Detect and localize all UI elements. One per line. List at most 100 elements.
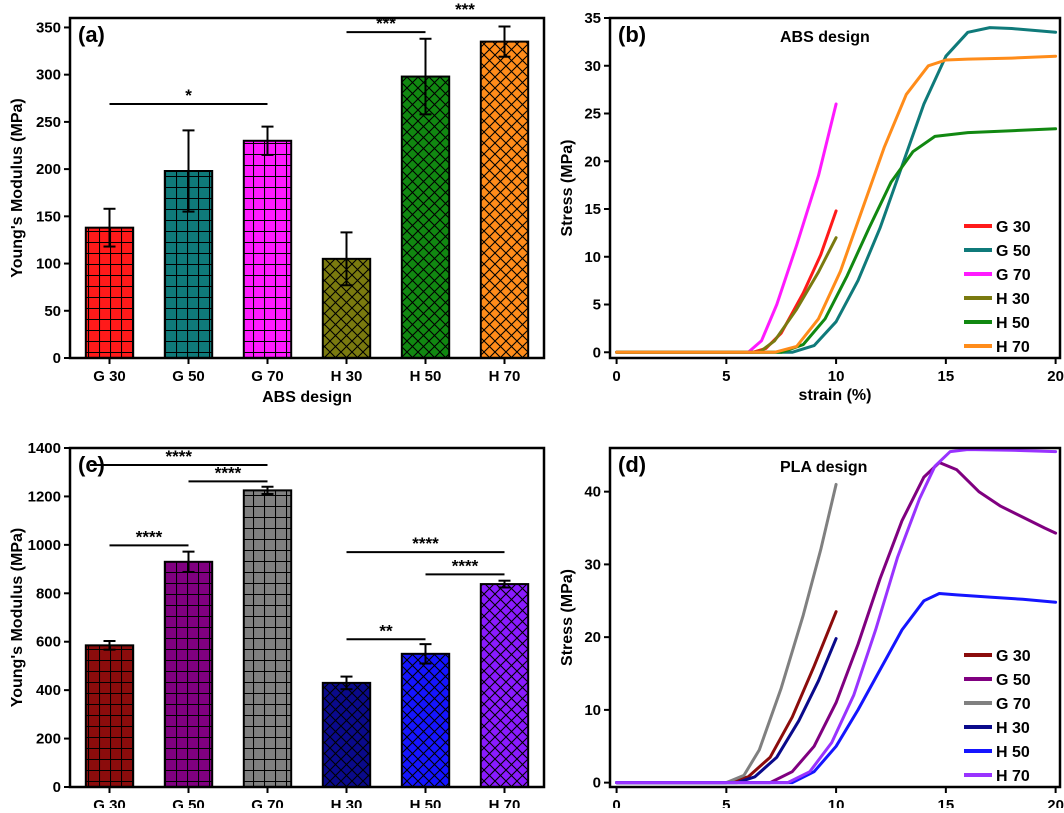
significance-bracket: *** [425,0,505,19]
error-bar [261,125,274,156]
x-tick-label: G 50 [172,797,205,808]
panel-label: (c) [78,452,105,477]
y-tick-label: 15 [584,201,601,218]
y-tick-label: 10 [584,702,601,719]
x-tick-label: 20 [1047,797,1064,808]
y-tick-label: 600 [36,634,61,651]
y-tick-label: 25 [584,106,601,123]
significance-bracket: **** [346,534,505,554]
x-tick-label: 10 [828,797,845,808]
x-tick-label: G 50 [172,368,205,385]
x-tick-label: 15 [938,797,955,808]
panel-label: (b) [618,22,646,47]
y-tick-label: 300 [36,67,61,84]
y-tick-label: 100 [36,256,61,273]
series-line-h50 [615,592,1058,785]
y-tick-label: 400 [36,682,61,699]
significance-label: **** [215,463,242,482]
bar-g70 [242,139,293,359]
y-tick-label: 0 [53,779,61,796]
x-tick-label: G 30 [93,797,126,808]
significance-label: * [185,86,192,105]
y-tick-label: 5 [593,297,601,314]
panel-b: 0 5 10 15 20 0 5 10 15 20 25 30 35 strain (%) Stress (… [559,10,1064,404]
y-tick-label: 30 [584,58,601,75]
error-bar [419,37,432,116]
y-tick-label: 30 [584,556,601,573]
significance-bracket: ** [346,621,426,641]
y-axis-title: Stress (MPa) [559,140,576,237]
x-axis-title: ABS design [262,389,352,406]
legend-item: G 70 [964,696,1031,713]
legend-item: G 50 [964,243,1031,260]
y-tick-label: 10 [584,249,601,266]
error-bar [498,25,511,58]
x-tick-label: 10 [828,368,845,385]
legend-item: G 70 [964,267,1031,284]
axis-frame [608,16,1062,360]
legend-label: G 50 [996,243,1031,260]
error-bar [103,639,116,651]
error-bar [340,675,353,691]
y-tick-label: 0 [593,344,601,361]
legend-label: G 50 [996,672,1031,689]
y-axis-title: Stress (MPa) [559,569,576,666]
axis-frame [608,446,1062,789]
legend-label: H 70 [996,768,1030,785]
error-bar [498,579,511,589]
x-tick-label: 0 [612,368,620,385]
significance-bracket: **** [109,527,189,547]
x-tick-label: 5 [722,368,730,385]
x-tick-label: 15 [938,368,955,385]
bar-g30 [84,226,135,359]
x-tick-label: H 70 [489,368,521,385]
legend-label: H 70 [996,339,1030,356]
significance-bracket: **** [90,447,268,466]
y-tick-label: 150 [36,208,61,225]
legend-item: H 70 [964,768,1030,785]
series-line-h50 [615,127,1058,354]
x-axis-title: strain (%) [799,387,872,404]
significance-bracket: **** [425,556,505,576]
bar-h50 [400,652,451,788]
x-tick-label: H 70 [489,797,521,808]
legend-item: H 30 [964,720,1030,737]
legend-item: G 50 [964,672,1031,689]
y-tick-label: 0 [53,350,61,367]
panel-label: (d) [618,452,646,477]
x-tick-label: H 30 [331,368,363,385]
y-tick-label: 1400 [28,440,61,457]
x-tick-label: G 70 [251,797,284,808]
y-tick-label: 1000 [28,537,61,554]
y-tick-label: 0 [593,775,601,792]
y-tick-label: 200 [36,731,61,748]
series-line-g50 [615,461,1058,785]
axis-frame [68,16,546,360]
legend-label: H 30 [996,720,1030,737]
series-line-g50 [615,26,1058,354]
legend-label: H 50 [996,744,1030,761]
series-line-g30 [615,209,838,354]
y-tick-label: 35 [584,10,601,27]
y-tick-label: 200 [36,161,61,178]
y-tick-label: 250 [36,114,61,131]
bar-h30 [321,681,372,789]
error-bar [419,643,432,665]
error-bar [261,485,274,496]
significance-bracket: **** [188,463,268,483]
significance-label: **** [166,447,193,466]
legend-item: G 30 [964,648,1031,665]
legend-item: H 50 [964,315,1030,332]
bar-g70 [242,489,293,788]
x-tick-label: G 30 [93,368,126,385]
series-line-h70 [615,54,1058,354]
axis-frame [68,446,546,789]
series-line-g70 [615,482,838,785]
legend-label: H 30 [996,291,1030,308]
error-bar [103,207,116,248]
significance-bracket: * [109,86,268,105]
x-tick-label: H 50 [410,797,442,808]
